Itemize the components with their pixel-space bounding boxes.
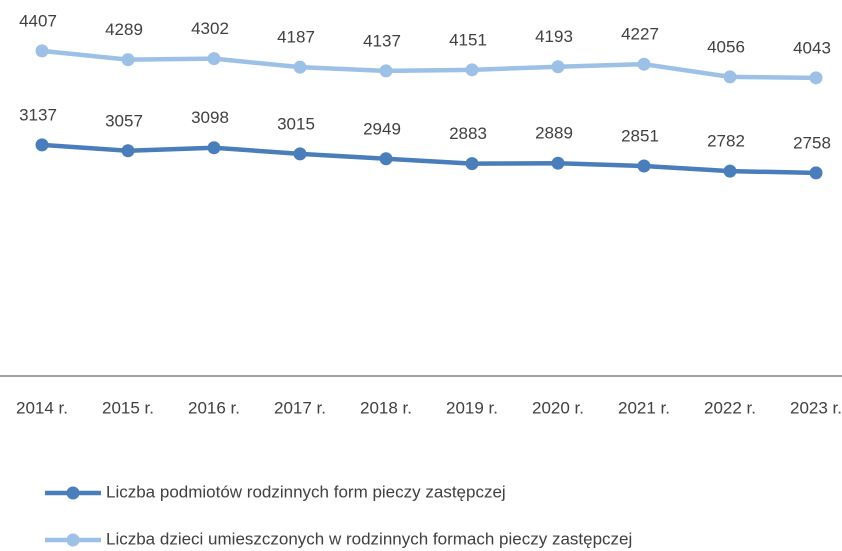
data-point <box>121 53 135 67</box>
data-label: 4151 <box>449 30 487 49</box>
data-label: 4056 <box>707 37 745 56</box>
x-tick-label: 2014 r. <box>16 398 68 417</box>
x-tick-label: 2021 r. <box>618 398 670 417</box>
legend-marker <box>66 533 80 547</box>
data-point <box>35 138 49 152</box>
data-label: 2883 <box>449 124 487 143</box>
x-tick-label: 2015 r. <box>102 398 154 417</box>
data-point <box>637 57 651 71</box>
series-line <box>41 142 817 176</box>
x-tick-label: 2023 r. <box>790 398 842 417</box>
data-point <box>465 157 479 171</box>
x-tick-label: 2019 r. <box>446 398 498 417</box>
data-label: 3137 <box>19 105 57 124</box>
x-tick-label: 2022 r. <box>704 398 756 417</box>
data-label: 2889 <box>535 124 573 143</box>
series-line <box>41 48 817 81</box>
data-label: 2949 <box>363 119 401 138</box>
data-label: 4407 <box>19 11 57 30</box>
data-point <box>293 60 307 74</box>
data-point <box>723 70 737 84</box>
data-point <box>637 159 651 173</box>
legend-marker <box>66 486 80 500</box>
x-tick-label: 2020 r. <box>532 398 584 417</box>
data-label: 4289 <box>105 20 143 39</box>
data-label: 2851 <box>621 127 659 146</box>
data-point <box>293 147 307 161</box>
data-point <box>207 52 221 66</box>
data-label: 4043 <box>793 38 831 57</box>
data-label: 3057 <box>105 111 143 130</box>
data-label: 4137 <box>363 31 401 50</box>
data-point <box>809 166 823 180</box>
data-label: 4187 <box>277 28 315 47</box>
data-label: 4227 <box>621 25 659 44</box>
legend-label: Liczba dzieci umieszczonych w rodzinnych… <box>106 529 632 548</box>
data-point <box>551 60 565 74</box>
data-point <box>723 164 737 178</box>
data-point <box>121 144 135 158</box>
data-point <box>551 156 565 170</box>
data-label: 2758 <box>793 133 831 152</box>
data-label: 4193 <box>535 27 573 46</box>
data-label: 3098 <box>191 108 229 127</box>
x-tick-label: 2016 r. <box>188 398 240 417</box>
data-label: 4302 <box>191 19 229 38</box>
data-point <box>379 64 393 78</box>
x-tick-label: 2018 r. <box>360 398 412 417</box>
data-point <box>207 141 221 155</box>
data-label: 2782 <box>707 132 745 151</box>
data-point <box>809 71 823 85</box>
x-tick-label: 2017 r. <box>274 398 326 417</box>
data-point <box>35 44 49 58</box>
data-point <box>379 152 393 166</box>
data-label: 3015 <box>277 114 315 133</box>
data-point <box>465 63 479 77</box>
legend-label: Liczba podmiotów rodzinnych form pieczy … <box>106 482 506 501</box>
